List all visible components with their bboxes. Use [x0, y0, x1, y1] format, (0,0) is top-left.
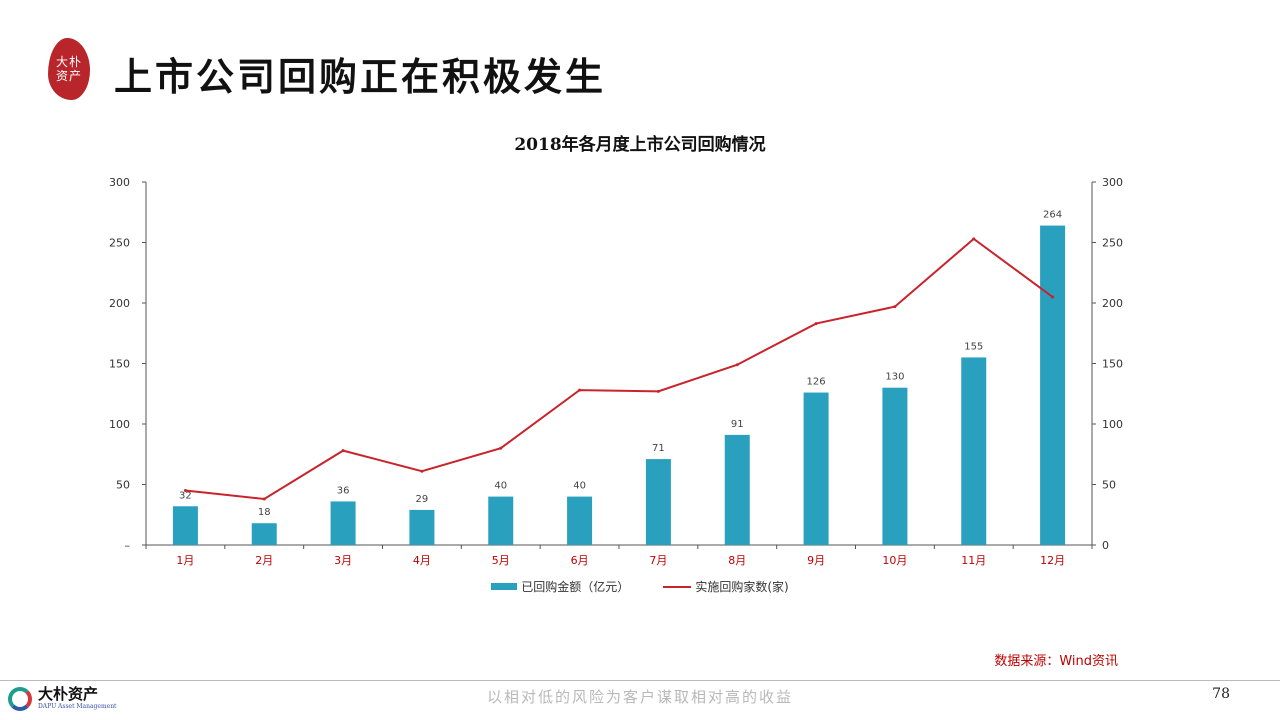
page-number: 78 [1212, 686, 1230, 702]
bar [330, 501, 356, 545]
right-tick-label: 300 [1102, 176, 1123, 189]
x-tick-label: 4月 [413, 554, 431, 567]
legend-item-line: 实施回购家数(家) [663, 578, 789, 595]
bar [645, 459, 671, 545]
bar [961, 357, 987, 545]
x-tick-label: 3月 [334, 554, 352, 567]
right-tick-label: 250 [1102, 237, 1123, 250]
bar [567, 496, 593, 545]
bar [409, 509, 435, 545]
bar-data-label: 91 [731, 419, 744, 430]
bar-data-label: 36 [337, 485, 350, 496]
bar-data-label: 40 [573, 481, 586, 492]
logo-ring-icon [8, 686, 32, 711]
bar-data-label: 155 [964, 341, 983, 352]
x-tick-label: 7月 [649, 554, 667, 567]
line-point [341, 449, 345, 453]
right-tick-label: 50 [1102, 479, 1116, 492]
legend-line-swatch [663, 585, 692, 588]
line-point [893, 305, 897, 309]
chart-legend: 已回购金额（亿元） 实施回购家数(家) [0, 578, 1280, 595]
page-title: 上市公司回购正在积极发生 [114, 54, 607, 99]
left-tick-label: – [125, 539, 131, 552]
bar [251, 523, 277, 545]
x-tick-label: 5月 [492, 554, 510, 567]
line-point [656, 389, 660, 393]
line-point [183, 489, 187, 493]
bar [488, 496, 514, 545]
bar [724, 434, 750, 545]
line-point [735, 363, 739, 367]
legend-bar-swatch [491, 583, 518, 590]
line-point [420, 469, 424, 473]
footer-divider [0, 680, 1280, 681]
right-tick-label: 100 [1102, 418, 1123, 431]
brand-seal: 大朴资产 [48, 38, 90, 100]
x-tick-label: 6月 [571, 554, 589, 567]
footer-slogan: 以相对低的风险为客户谋取相对高的收益 [486, 688, 793, 706]
bar-data-label: 40 [494, 481, 507, 492]
line-point [1051, 295, 1055, 299]
logo-en: DAPU Asset Management [38, 703, 117, 710]
left-tick-label: 300 [109, 176, 130, 189]
x-tick-label: 2月 [255, 554, 273, 567]
bar-data-label: 32 [179, 490, 192, 501]
x-tick-label: 12月 [1040, 554, 1065, 567]
line-point [972, 237, 976, 241]
bar-data-label: 29 [416, 494, 429, 505]
logo-cn: 大朴资产 [38, 685, 99, 703]
x-tick-label: 11月 [961, 554, 986, 567]
bar-data-label: 130 [885, 372, 904, 383]
legend-bar-label: 已回购金额（亿元） [521, 580, 630, 594]
line-point [814, 322, 818, 326]
data-source: 数据来源：Wind资讯 [994, 654, 1118, 669]
left-tick-label: 150 [109, 358, 130, 371]
chart-title: 2018年各月度上市公司回购情况 [514, 135, 766, 155]
footer-logo: 大朴资产 DAPU Asset Management [8, 686, 116, 711]
line-series [185, 237, 1054, 501]
bar [882, 387, 908, 545]
x-tick-label: 1月 [176, 554, 194, 567]
x-tick-label: 8月 [728, 554, 746, 567]
left-tick-label: 200 [109, 297, 130, 310]
seal-text: 大朴资产 [55, 55, 82, 83]
left-tick-label: 50 [116, 479, 130, 492]
x-tick-label: 9月 [807, 554, 825, 567]
legend-line-label: 实施回购家数(家) [695, 580, 789, 594]
right-tick-label: 200 [1102, 297, 1123, 310]
bar-data-label: 126 [807, 377, 826, 388]
line-point [262, 497, 266, 501]
legend-item-bars: 已回购金额（亿元） [491, 578, 629, 595]
left-tick-label: 250 [109, 237, 130, 250]
right-tick-label: 0 [1102, 539, 1109, 552]
line-point [499, 446, 503, 450]
bar [803, 392, 829, 545]
line-point [578, 388, 582, 392]
bar [1040, 225, 1066, 545]
left-tick-label: 100 [109, 418, 130, 431]
right-tick-label: 150 [1102, 358, 1123, 371]
bar-data-label: 264 [1043, 210, 1062, 221]
bar-data-label: 18 [258, 507, 271, 518]
bar-data-label: 71 [652, 443, 665, 454]
bar [172, 506, 198, 545]
x-tick-label: 10月 [882, 554, 907, 567]
